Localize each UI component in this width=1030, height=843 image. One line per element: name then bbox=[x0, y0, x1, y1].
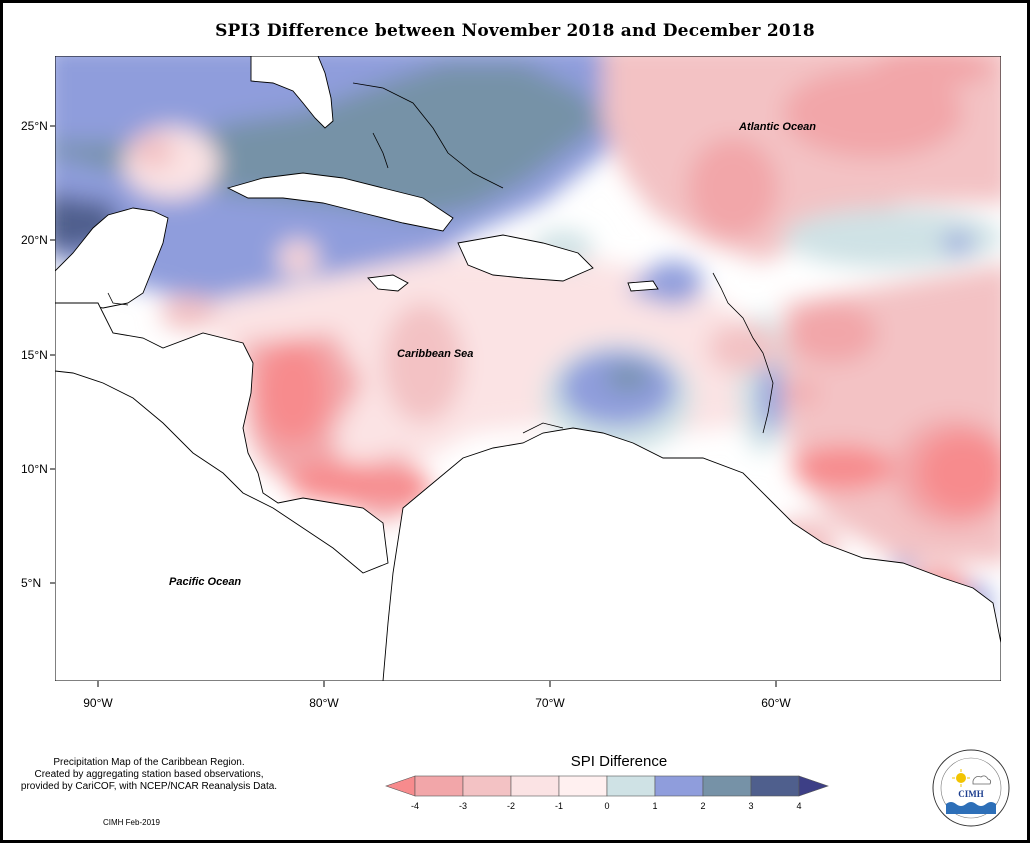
lat-label-20: 20°N bbox=[21, 233, 48, 247]
caption-line-1: Precipitation Map of the Caribbean Regio… bbox=[53, 757, 245, 768]
lat-label-10: 10°N bbox=[21, 462, 48, 476]
cloud-icon bbox=[972, 775, 992, 785]
legend-tick: 3 bbox=[748, 801, 754, 811]
island-outlines bbox=[107, 82, 774, 434]
lon-label-70: 70°W bbox=[535, 696, 565, 710]
map-title: SPI3 Difference between November 2018 an… bbox=[215, 21, 815, 41]
credit-text: CIMH Feb-2019 bbox=[103, 818, 160, 827]
caption-line-3: provided by CariCOF, with NCEP/NCAR Rean… bbox=[20, 781, 278, 792]
map-panel bbox=[50, 56, 1001, 797]
lat-label-25: 25°N bbox=[21, 119, 48, 133]
lon-label-60: 60°W bbox=[761, 696, 791, 710]
legend-tick: -4 bbox=[410, 801, 419, 811]
caption-line-2: Created by aggregating station based obs… bbox=[34, 769, 264, 780]
cimh-logo: CIMH bbox=[932, 749, 1010, 827]
figure-frame: SPI3 Difference between November 2018 an… bbox=[3, 3, 1027, 840]
wave-icon bbox=[946, 802, 996, 814]
label-pacific-ocean: Pacific Ocean bbox=[169, 576, 242, 588]
legend-tick: -3 bbox=[458, 801, 467, 811]
legend-tick: 2 bbox=[700, 801, 706, 811]
lon-label-80: 80°W bbox=[309, 696, 339, 710]
map-caption: Precipitation Map of the Caribbean Regio… bbox=[3, 757, 295, 793]
label-caribbean-sea: Caribbean Sea bbox=[397, 348, 474, 360]
legend-tick: 4 bbox=[796, 801, 802, 811]
spi-field bbox=[55, 56, 1001, 681]
land-outlines bbox=[55, 56, 1001, 681]
legend-colorbar bbox=[385, 775, 829, 797]
legend-title: SPI Difference bbox=[570, 753, 668, 770]
label-atlantic-ocean: Atlantic Ocean bbox=[739, 121, 817, 133]
legend-tick: -2 bbox=[506, 801, 515, 811]
lat-label-5: 5°N bbox=[21, 576, 42, 590]
sun-icon bbox=[956, 773, 966, 783]
logo-text: CIMH bbox=[958, 789, 984, 799]
legend-tick: 0 bbox=[604, 801, 610, 811]
axis-ticks bbox=[50, 125, 777, 687]
lon-label-90: 90°W bbox=[83, 696, 113, 710]
legend-tick: 1 bbox=[652, 801, 658, 811]
lat-label-15: 15°N bbox=[21, 348, 48, 362]
legend-tick: -1 bbox=[554, 801, 563, 811]
